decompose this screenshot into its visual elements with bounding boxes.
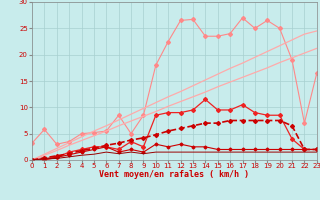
X-axis label: Vent moyen/en rafales ( km/h ): Vent moyen/en rafales ( km/h )	[100, 170, 249, 179]
